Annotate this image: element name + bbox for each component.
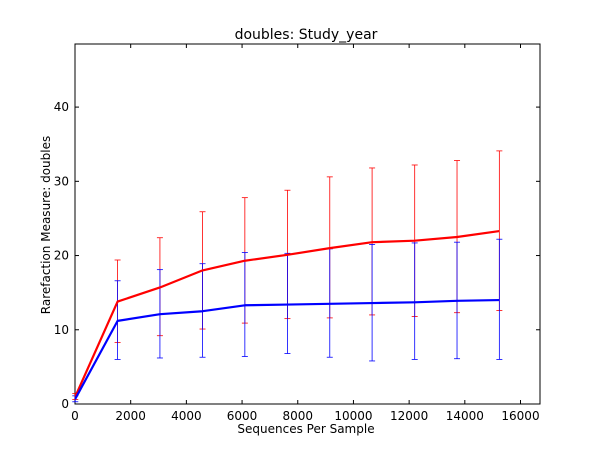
y-tick-label: 40 — [54, 100, 69, 114]
x-tick-label: 8000 — [282, 409, 313, 423]
x-tick-label: 12000 — [390, 409, 428, 423]
x-axis-label: Sequences Per Sample — [237, 422, 374, 436]
y-tick-label: 0 — [61, 397, 69, 411]
x-tick-label: 6000 — [227, 409, 258, 423]
x-tick-label: 14000 — [446, 409, 484, 423]
y-tick-label: 30 — [54, 174, 69, 188]
y-tick-label: 10 — [54, 323, 69, 337]
x-tick-label: 2000 — [115, 409, 146, 423]
x-tick-label: 16000 — [501, 409, 539, 423]
series-line — [74, 298, 500, 400]
y-tick-label: 20 — [54, 249, 69, 263]
series-line — [74, 229, 500, 398]
error-bar — [284, 252, 291, 354]
x-tick-label: 10000 — [334, 409, 372, 423]
error-bar — [411, 242, 418, 360]
plot-frame — [74, 43, 541, 405]
y-axis-label: Rarefaction Measure: doubles — [39, 136, 53, 314]
x-tick-label: 4000 — [171, 409, 202, 423]
error-bar — [496, 238, 503, 360]
chart-title: doubles: Study_year — [235, 27, 378, 43]
x-tick-label: 0 — [71, 409, 79, 423]
